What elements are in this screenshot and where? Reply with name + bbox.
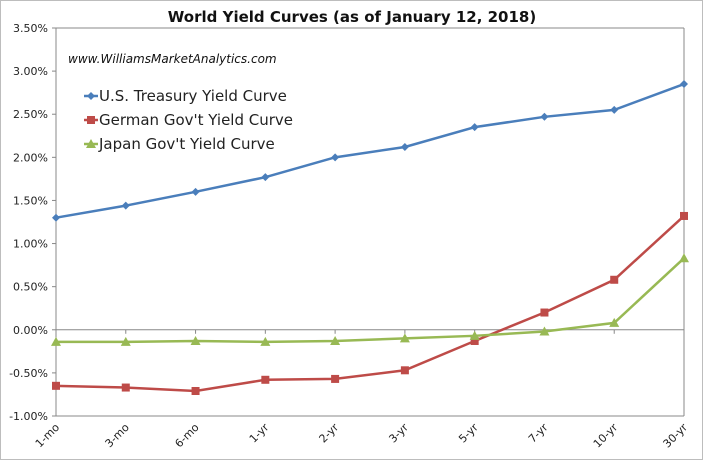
series-japan [51, 253, 689, 346]
x-tick-label: 6-mo [172, 421, 201, 450]
x-tick-label: 1-mo [33, 421, 62, 450]
data-point [331, 374, 340, 383]
data-point [400, 142, 409, 151]
data-point [191, 187, 200, 196]
data-point [540, 308, 549, 317]
series-german [52, 211, 688, 395]
y-tick-label: -1.00% [9, 410, 48, 423]
data-point [261, 375, 270, 384]
data-point [680, 80, 688, 89]
legend-label: German Gov't Yield Curve [99, 111, 293, 129]
series-line [55, 215, 685, 393]
legend-marker-icon [87, 92, 95, 100]
data-point [330, 335, 341, 345]
series-us [52, 80, 688, 222]
x-tick-label: 3-yr [386, 421, 411, 446]
data-point [610, 105, 619, 114]
watermark-text: www.WilliamsMarketAnalytics.com [68, 52, 277, 66]
legend-label: U.S. Treasury Yield Curve [99, 87, 287, 105]
data-point [52, 381, 60, 390]
legend-marker-icon [87, 116, 95, 124]
x-tick-label: 2-yr [317, 421, 342, 446]
x-tick-label: 30-yr [661, 421, 691, 451]
y-tick-label: -0.50% [9, 367, 48, 380]
legend-label: Japan Gov't Yield Curve [98, 135, 275, 153]
data-point [679, 253, 689, 263]
data-point [609, 317, 620, 327]
chart-title: World Yield Curves (as of January 12, 20… [168, 8, 536, 26]
data-point [51, 336, 61, 346]
data-point [190, 335, 201, 345]
y-tick-label: 3.00% [13, 65, 48, 78]
data-point [680, 211, 688, 220]
x-tick-label: 3-mo [103, 421, 132, 450]
data-point [399, 333, 410, 343]
data-point [121, 383, 130, 392]
data-point [469, 330, 480, 340]
data-point [470, 123, 479, 132]
y-tick-label: 0.50% [13, 281, 48, 294]
y-tick-label: 2.50% [13, 108, 48, 121]
data-point [191, 386, 200, 395]
data-point [261, 173, 270, 182]
data-point [120, 336, 131, 346]
data-point [400, 366, 409, 375]
data-point [539, 326, 550, 336]
data-point [610, 275, 619, 284]
data-point [331, 153, 340, 162]
legend-item: U.S. Treasury Yield Curve [84, 87, 287, 105]
data-point [470, 336, 479, 345]
series-line [56, 257, 685, 344]
y-tick-label: 2.00% [13, 151, 48, 164]
y-tick-label: 0.00% [13, 324, 48, 337]
y-tick-label: 1.00% [13, 238, 48, 251]
y-tick-label: 1.50% [13, 194, 48, 207]
x-tick-label: 1-yr [247, 421, 272, 446]
legend-marker-icon [86, 139, 96, 148]
x-tick-label: 10-yr [591, 421, 621, 451]
data-point [260, 336, 271, 346]
x-tick-label: 5-yr [456, 421, 481, 446]
data-point [540, 112, 549, 121]
legend-item: Japan Gov't Yield Curve [84, 135, 275, 153]
series-line [55, 82, 685, 219]
legend-item: German Gov't Yield Curve [84, 111, 293, 129]
data-point [121, 201, 130, 210]
data-point [52, 213, 60, 222]
y-tick-label: 3.50% [13, 22, 48, 35]
x-tick-label: 7-yr [526, 421, 551, 446]
